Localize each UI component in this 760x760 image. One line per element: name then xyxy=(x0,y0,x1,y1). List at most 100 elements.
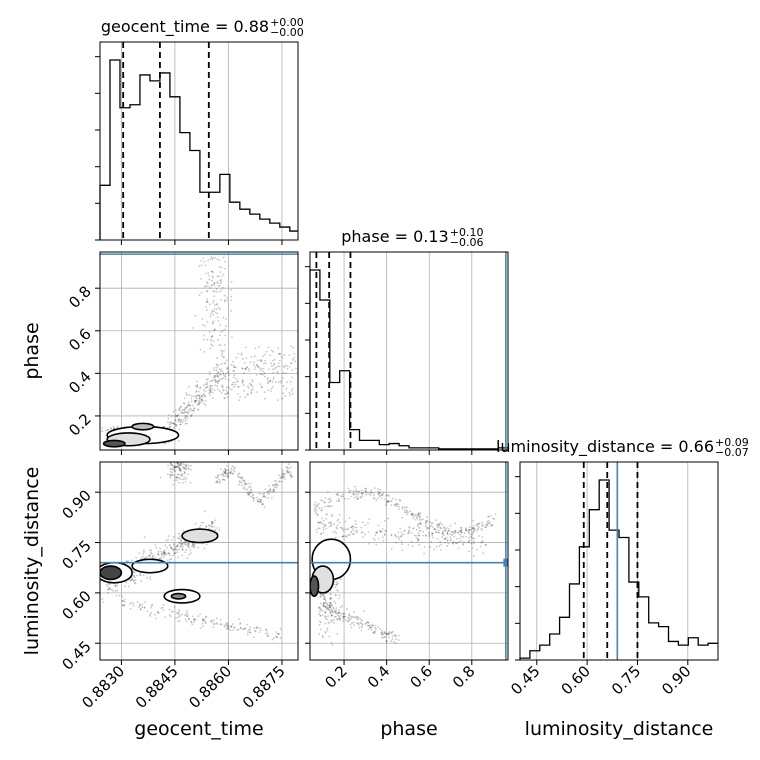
sample-point xyxy=(213,526,216,528)
truth-marker xyxy=(503,558,509,567)
sample-point xyxy=(122,599,124,602)
sample-point xyxy=(437,529,440,532)
sample-point xyxy=(444,538,447,540)
sample-point xyxy=(180,459,182,461)
sample-point xyxy=(217,364,220,367)
sample-point xyxy=(377,492,380,494)
sample-point xyxy=(364,487,367,490)
sample-point xyxy=(340,496,343,498)
sample-point xyxy=(201,396,204,398)
sample-point xyxy=(184,422,187,425)
sample-point xyxy=(246,366,249,369)
sample-point xyxy=(144,601,147,604)
sample-point xyxy=(270,349,273,352)
sample-point xyxy=(357,616,360,618)
sample-point xyxy=(237,628,240,631)
sample-point xyxy=(197,546,200,549)
sample-point xyxy=(215,617,218,620)
sample-point xyxy=(322,605,325,608)
sample-point xyxy=(468,536,470,539)
sample-point xyxy=(320,608,322,610)
sample-point xyxy=(169,468,172,470)
sample-point xyxy=(183,467,186,470)
sample-point xyxy=(329,608,332,611)
sample-point xyxy=(418,543,421,546)
sample-point xyxy=(249,486,252,489)
sample-point xyxy=(223,397,226,400)
sample-point xyxy=(219,282,222,285)
sample-point xyxy=(398,505,401,508)
sample-point xyxy=(253,361,255,364)
sample-point xyxy=(178,467,181,469)
sample-point xyxy=(188,464,190,467)
sample-point xyxy=(108,587,111,590)
sample-point xyxy=(185,414,188,417)
sample-point xyxy=(185,465,188,468)
sample-point xyxy=(106,585,109,588)
sample-point xyxy=(365,493,368,496)
sample-point xyxy=(178,464,180,467)
sample-point xyxy=(479,545,482,548)
sample-point xyxy=(324,605,326,608)
sample-point xyxy=(188,404,191,407)
sample-point xyxy=(220,289,223,292)
sample-point xyxy=(372,492,375,495)
sample-point xyxy=(204,404,207,407)
sample-point xyxy=(425,534,427,537)
sample-point xyxy=(168,422,171,425)
sample-point xyxy=(163,551,166,554)
density-contour xyxy=(310,575,320,598)
sample-point xyxy=(249,631,252,634)
sample-point xyxy=(183,402,186,405)
sample-point xyxy=(353,616,356,619)
sample-point xyxy=(212,313,215,316)
sample-point xyxy=(351,622,353,625)
sample-point xyxy=(468,539,471,541)
sample-point xyxy=(460,527,463,529)
sample-point xyxy=(223,349,225,352)
sample-point xyxy=(239,627,242,630)
sample-point xyxy=(199,524,202,527)
sample-point xyxy=(418,526,421,529)
sample-point xyxy=(377,626,380,628)
sample-point xyxy=(232,466,235,468)
sample-point xyxy=(418,513,421,516)
sample-point xyxy=(231,623,234,625)
sample-point xyxy=(323,598,326,601)
sample-point xyxy=(244,627,247,630)
sample-point xyxy=(278,365,281,368)
sample-point xyxy=(417,525,419,528)
sample-point xyxy=(349,623,352,626)
sample-point xyxy=(351,525,354,528)
sample-point xyxy=(334,602,337,605)
sample-point xyxy=(418,529,421,532)
sample-point xyxy=(321,609,324,612)
sample-point xyxy=(187,467,190,470)
sample-point xyxy=(162,603,165,606)
sample-point xyxy=(411,513,414,516)
sample-point xyxy=(364,490,367,493)
sample-point xyxy=(204,264,207,267)
sample-point xyxy=(348,491,351,494)
sample-point xyxy=(272,378,275,381)
sample-point xyxy=(191,543,194,545)
sample-point xyxy=(116,426,119,429)
sample-point xyxy=(230,299,233,302)
sample-point xyxy=(161,606,164,609)
sample-point xyxy=(193,544,196,546)
sample-point xyxy=(245,357,248,360)
sample-point xyxy=(208,371,211,373)
sample-point xyxy=(249,483,252,485)
sample-point xyxy=(455,537,458,540)
sample-point xyxy=(336,614,339,616)
sample-point xyxy=(325,608,328,611)
sample-point xyxy=(222,329,225,332)
sample-point xyxy=(201,398,204,401)
sample-point xyxy=(449,536,452,539)
sample-point xyxy=(406,510,409,513)
sample-point xyxy=(324,622,327,625)
sample-point xyxy=(267,381,270,383)
sample-point xyxy=(394,641,397,644)
sample-point xyxy=(481,524,484,527)
sample-point xyxy=(226,299,228,302)
